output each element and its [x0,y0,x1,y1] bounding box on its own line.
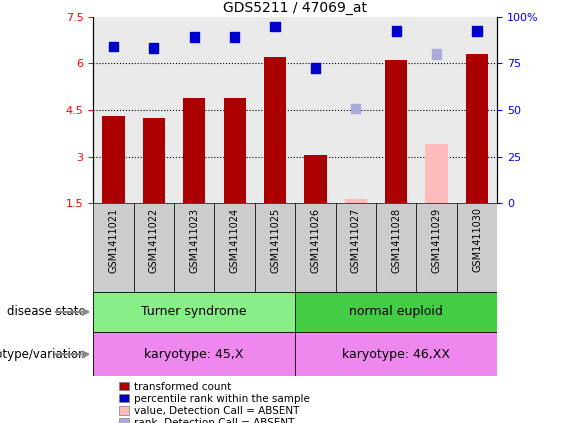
Bar [305,155,327,203]
Point [432,51,441,58]
Bar [295,17,336,203]
Text: GSM1411026: GSM1411026 [310,208,320,272]
Bar [93,17,133,203]
Bar [295,292,497,332]
Bar [457,17,497,203]
Bar [174,203,215,292]
Text: GSM1411021: GSM1411021 [108,208,119,272]
Bar [466,54,488,203]
Bar [255,17,295,203]
Point [311,65,320,71]
Bar [425,144,447,203]
Point [149,44,158,51]
Bar [93,292,295,332]
Bar [93,332,295,376]
Point [271,23,280,30]
Text: Turner syndrome: Turner syndrome [141,305,247,319]
Text: GSM1411027: GSM1411027 [351,208,361,273]
Text: GSM1411023: GSM1411023 [189,208,199,272]
Bar [336,203,376,292]
Title: GDS5211 / 47069_at: GDS5211 / 47069_at [223,0,367,14]
Bar [295,332,497,376]
Point [190,34,199,41]
Bar [174,17,215,203]
Bar [102,116,124,203]
Bar [93,203,133,292]
Text: GSM1411025: GSM1411025 [270,208,280,273]
Point [392,27,401,34]
Bar [224,98,246,203]
Bar [385,60,407,203]
Point [230,34,239,41]
Text: GSM1411022: GSM1411022 [149,208,159,273]
Text: GSM1411029: GSM1411029 [432,208,442,272]
Text: GSM1411024: GSM1411024 [229,208,240,272]
Text: disease state: disease state [7,305,93,319]
Bar [416,17,457,203]
Bar [215,17,255,203]
Legend: transformed count, percentile rank within the sample, value, Detection Call = AB: transformed count, percentile rank withi… [119,382,310,423]
Text: GSM1411028: GSM1411028 [391,208,401,272]
Bar [183,98,205,203]
Text: karyotype: 46,XX: karyotype: 46,XX [342,348,450,361]
Text: GSM1411030: GSM1411030 [472,208,482,272]
Bar [345,199,367,203]
Bar [457,203,497,292]
Bar [376,203,416,292]
Bar [336,17,376,203]
Text: karyotype: 45,X: karyotype: 45,X [145,348,244,361]
Bar [133,17,174,203]
Bar [295,203,336,292]
Bar [255,203,295,292]
Bar [143,118,165,203]
Bar [376,17,416,203]
Bar [133,203,174,292]
Point [351,105,360,112]
Bar [215,203,255,292]
Text: genotype/variation: genotype/variation [0,348,93,361]
Text: normal euploid: normal euploid [349,305,443,319]
Point [472,27,481,34]
Bar [416,203,457,292]
Point [109,43,118,50]
Bar [264,57,286,203]
